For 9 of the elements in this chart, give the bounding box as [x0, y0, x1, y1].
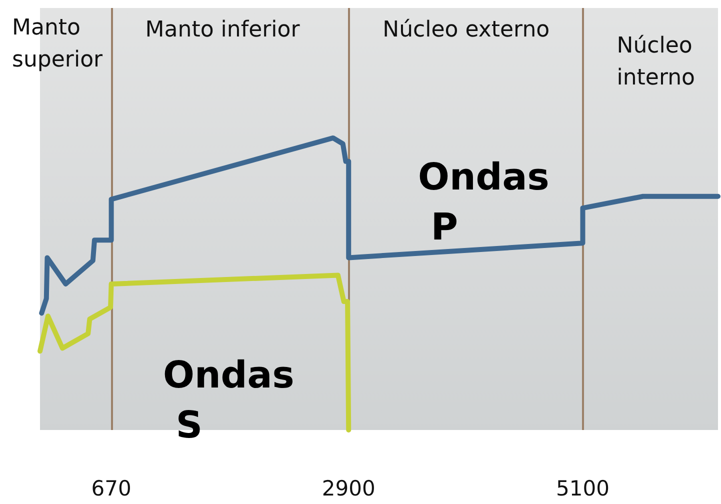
x-tick-label: 2900: [322, 476, 376, 500]
text: Núcleo interno: [616, 34, 700, 90]
series-label: Ondas S: [163, 354, 294, 446]
text: Manto superior: [12, 16, 104, 72]
text: Núcleo externo: [382, 18, 550, 42]
text: Manto inferior: [145, 18, 301, 42]
x-tick-label: 5100: [556, 476, 610, 500]
x-tick-label: 670: [91, 476, 132, 500]
series-label: Ondas P: [418, 156, 550, 248]
